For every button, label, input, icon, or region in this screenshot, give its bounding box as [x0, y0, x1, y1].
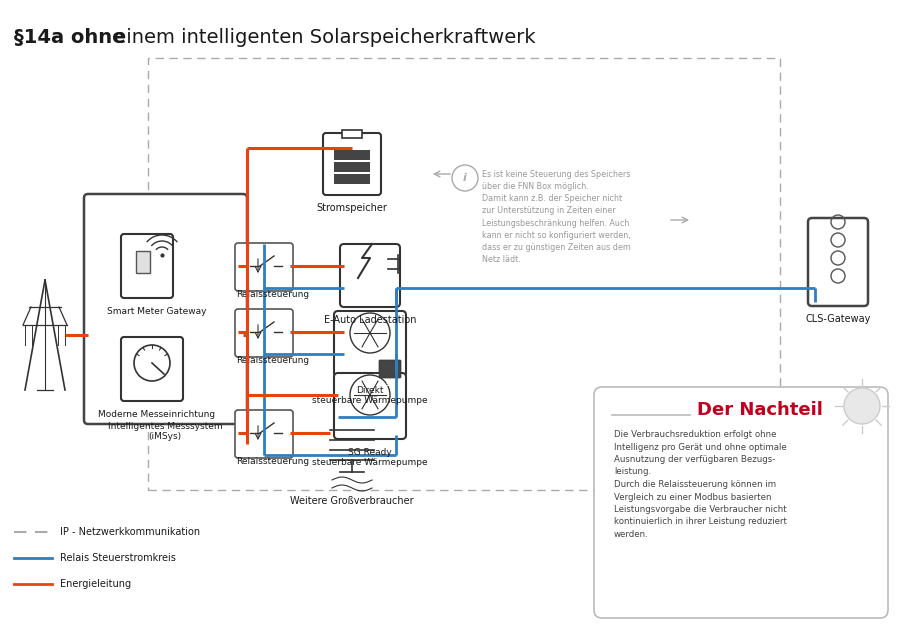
FancyBboxPatch shape [323, 133, 381, 195]
FancyBboxPatch shape [235, 309, 293, 357]
Text: Relais Steuerstromkreis: Relais Steuerstromkreis [60, 553, 176, 563]
Text: CLS-Gateway: CLS-Gateway [806, 314, 870, 324]
FancyBboxPatch shape [121, 337, 183, 401]
Text: IP - Netzwerkkommunikation: IP - Netzwerkkommunikation [60, 527, 200, 537]
FancyBboxPatch shape [121, 234, 173, 298]
FancyBboxPatch shape [340, 244, 400, 307]
FancyBboxPatch shape [379, 360, 401, 378]
Text: §14a ohne: §14a ohne [14, 28, 125, 47]
Text: Weitere Großverbraucher: Weitere Großverbraucher [290, 496, 414, 506]
Text: Der Nachteil: Der Nachteil [698, 401, 823, 419]
Text: Die Verbrauchsreduktion erfolgt ohne
Intelligenz pro Gerät und ohne optimale
Aus: Die Verbrauchsreduktion erfolgt ohne Int… [614, 430, 787, 539]
FancyBboxPatch shape [334, 174, 370, 184]
Text: SG Ready
steuerbare Wärmepumpe: SG Ready steuerbare Wärmepumpe [312, 448, 427, 467]
FancyBboxPatch shape [342, 130, 362, 138]
Text: Moderne Messeinrichtung: Moderne Messeinrichtung [98, 410, 216, 419]
Text: Es ist keine Steuerung des Speichers
über die FNN Box möglich.
Damit kann z.B. d: Es ist keine Steuerung des Speichers übe… [482, 170, 631, 264]
Text: E-Auto Ladestation: E-Auto Ladestation [324, 315, 416, 325]
FancyBboxPatch shape [235, 410, 293, 458]
Text: Intelligentes Messsystem
(iMSys): Intelligentes Messsystem (iMSys) [108, 422, 222, 441]
FancyBboxPatch shape [235, 243, 293, 291]
Text: Stromspeicher: Stromspeicher [317, 203, 387, 213]
FancyBboxPatch shape [84, 194, 247, 424]
Text: Relaissteuerung: Relaissteuerung [236, 290, 309, 299]
Text: Relaissteuerung: Relaissteuerung [236, 457, 309, 466]
Text: Direkt
steuerbare Wärmepumpe: Direkt steuerbare Wärmepumpe [312, 386, 427, 405]
Text: Smart Meter Gateway: Smart Meter Gateway [107, 307, 207, 316]
FancyBboxPatch shape [594, 387, 888, 618]
Text: einem intelligenten Solarspeicherkraftwerk: einem intelligenten Solarspeicherkraftwe… [108, 28, 536, 47]
FancyBboxPatch shape [334, 150, 370, 160]
Text: Energieleitung: Energieleitung [60, 579, 131, 589]
FancyBboxPatch shape [334, 311, 406, 377]
FancyBboxPatch shape [136, 251, 150, 273]
Text: Relaissteuerung: Relaissteuerung [236, 356, 309, 365]
FancyBboxPatch shape [334, 373, 406, 439]
Circle shape [844, 388, 880, 424]
FancyBboxPatch shape [334, 162, 370, 172]
FancyBboxPatch shape [808, 218, 868, 306]
Text: i: i [464, 173, 467, 183]
Text: SG: SG [385, 382, 395, 387]
